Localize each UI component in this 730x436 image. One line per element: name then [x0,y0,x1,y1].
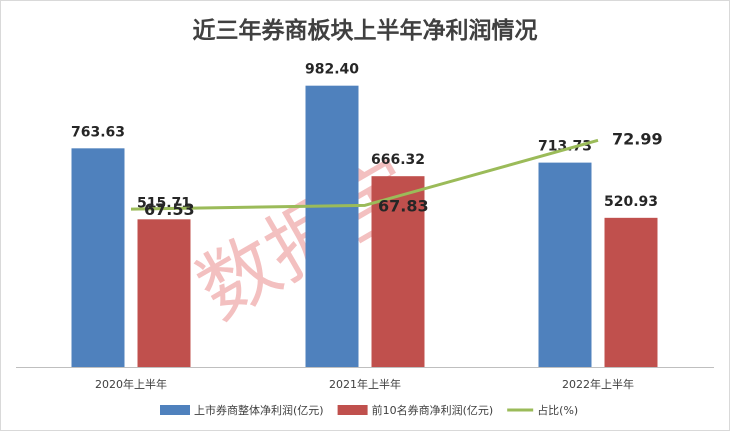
bar-top10-1 [371,176,425,367]
x-tick-label-0: 2020年上半年 [95,377,167,391]
plot-layer: 763.63982.40713.73515.71666.32520.9367.5… [71,62,663,367]
bar-total-2 [538,162,592,367]
bar-label-top10-2: 520.93 [604,194,658,210]
bar-top10-0 [137,219,191,367]
bar-total-0 [71,148,125,367]
legend-label-2: 占比(%) [537,403,578,417]
line-label-1: 67.83 [378,196,429,215]
legend: 上市券商整体净利润(亿元) 前10名券商净利润(亿元) 占比(%) [160,403,578,417]
tick-layer: 2020年上半年 2021年上半年 2022年上半年 [95,377,634,391]
x-tick-label-2: 2022年上半年 [562,377,634,391]
legend-label-1: 前10名券商净利润(亿元) [372,403,494,417]
legend-label-0: 上市券商整体净利润(亿元) [194,403,324,417]
x-tick-label-1: 2021年上半年 [329,377,401,391]
bar-total-1 [305,85,359,367]
line-label-0: 67.53 [144,200,195,219]
legend-swatch-0 [160,405,190,415]
bar-label-top10-1: 666.32 [371,152,425,168]
line-label-2: 72.99 [612,129,663,148]
chart-title: 近三年券商板块上半年净利润情况 [193,17,538,44]
bar-label-total-2: 713.73 [538,139,592,155]
bar-top10-2 [604,217,658,367]
line-share [130,138,599,211]
bar-label-total-1: 982.40 [305,62,359,78]
bar-label-total-0: 763.63 [71,124,125,140]
legend-swatch-1 [337,405,368,415]
